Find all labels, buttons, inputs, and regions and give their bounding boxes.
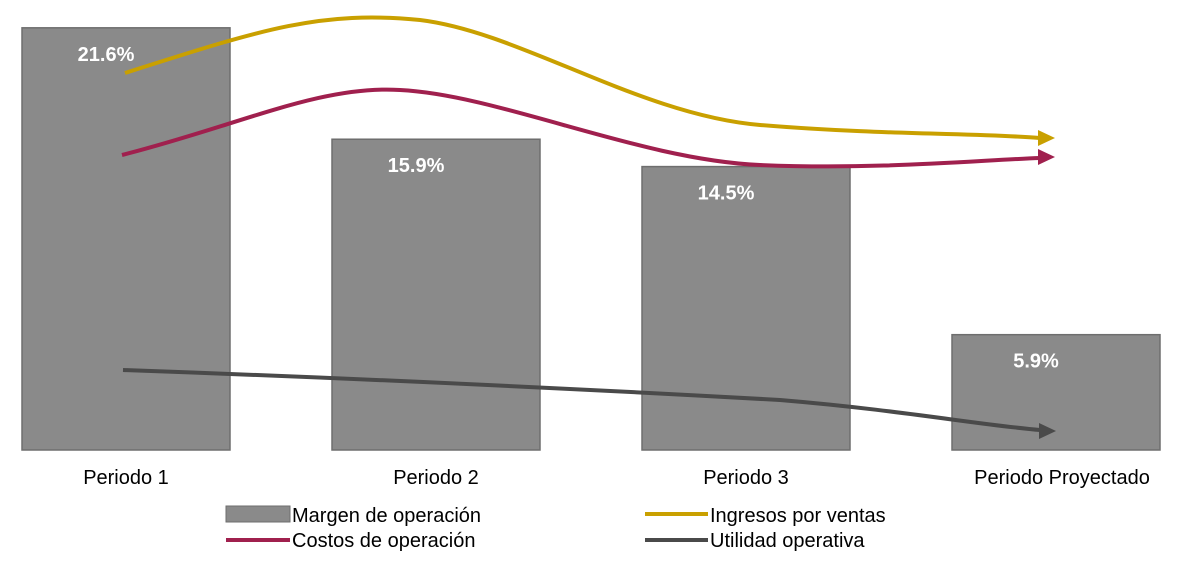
x-tick-label-4: Periodo Proyectado — [974, 467, 1150, 489]
trend-lines-layer — [121, 15, 1056, 439]
x-axis-ticks: Periodo 1 Periodo 2 Periodo 3 Periodo Proye… — [83, 467, 1150, 489]
utilidad-arrowhead — [1039, 423, 1056, 439]
legend-swatch-margen — [225, 505, 291, 523]
x-tick-label-3: Periodo 3 — [703, 467, 789, 489]
bar-1 — [21, 27, 231, 451]
bars-layer — [21, 27, 1161, 451]
ingresos-line — [124, 15, 1041, 140]
bar-value-label-4: 5.9% — [1013, 351, 1059, 373]
legend-label-margen: Margen de operación — [292, 505, 481, 527]
bar-labels-layer: 21.6% 15.9% 14.5% 5.9% — [78, 44, 1059, 373]
x-tick-label-1: Periodo 1 — [83, 467, 169, 489]
legend-label-costos: Costos de operación — [292, 530, 475, 552]
bar-3 — [641, 165, 851, 451]
costos-line — [121, 87, 1041, 169]
bar-value-label-2: 15.9% — [388, 155, 445, 177]
legend-label-ingresos: Ingresos por ventas — [710, 505, 886, 527]
ingresos-arrowhead — [1038, 130, 1055, 146]
bar-value-label-3: 14.5% — [698, 183, 755, 205]
legend: Margen de operación Ingresos por ventas … — [225, 505, 886, 552]
costos-arrowhead — [1038, 149, 1055, 165]
x-tick-label-2: Periodo 2 — [393, 467, 479, 489]
bar-value-label-1: 21.6% — [78, 44, 135, 66]
bar-4 — [951, 333, 1161, 451]
legend-label-utilidad: Utilidad operativa — [710, 530, 865, 552]
utilidad-line — [122, 368, 1041, 432]
bar-2 — [331, 138, 541, 451]
